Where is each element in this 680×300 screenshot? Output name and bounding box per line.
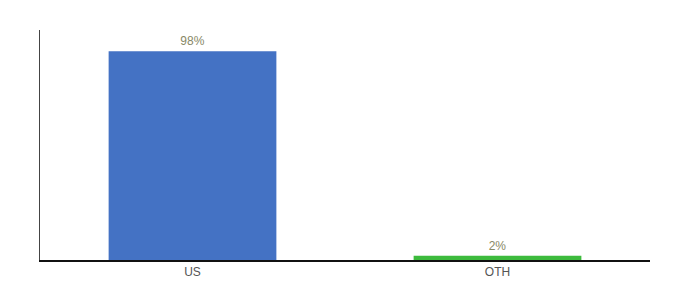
- svg-text:98%: 98%: [180, 34, 204, 48]
- svg-text:OTH: OTH: [485, 265, 510, 279]
- svg-text:2%: 2%: [489, 239, 507, 253]
- svg-text:US: US: [184, 265, 201, 279]
